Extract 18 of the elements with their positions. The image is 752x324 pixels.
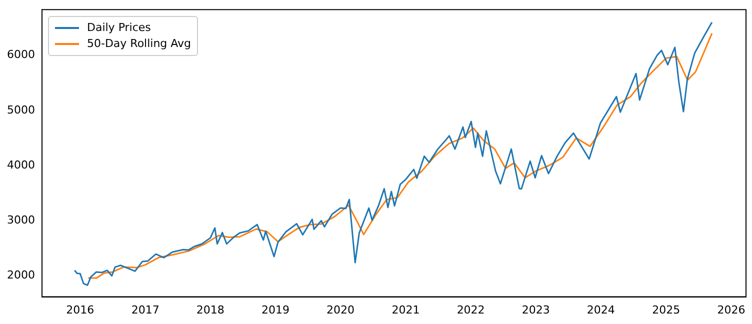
x-tick-label: 2020 (326, 303, 355, 316)
x-tick-label: 2016 (66, 303, 94, 316)
y-tick-label: 6000 (6, 48, 35, 62)
x-tick-label: 2019 (261, 303, 290, 316)
x-tick-label: 2026 (717, 303, 746, 316)
legend-label: 50-Day Rolling Avg (86, 37, 192, 50)
y-tick-label: 3000 (6, 214, 35, 227)
y-tick-label: 4000 (6, 158, 35, 172)
x-tick-label: 2022 (456, 303, 485, 316)
legend-label: Daily Prices (86, 21, 151, 34)
x-tick-label: 2018 (196, 303, 224, 316)
x-tick-label: 2021 (392, 303, 420, 316)
x-tick-label: 2017 (131, 303, 160, 316)
y-tick-label: 5000 (6, 103, 35, 116)
x-tick-label: 2024 (586, 303, 615, 316)
x-tick-label: 2023 (522, 303, 550, 316)
x-tick-label: 2025 (652, 303, 680, 316)
y-tick-label: 2000 (6, 268, 35, 282)
